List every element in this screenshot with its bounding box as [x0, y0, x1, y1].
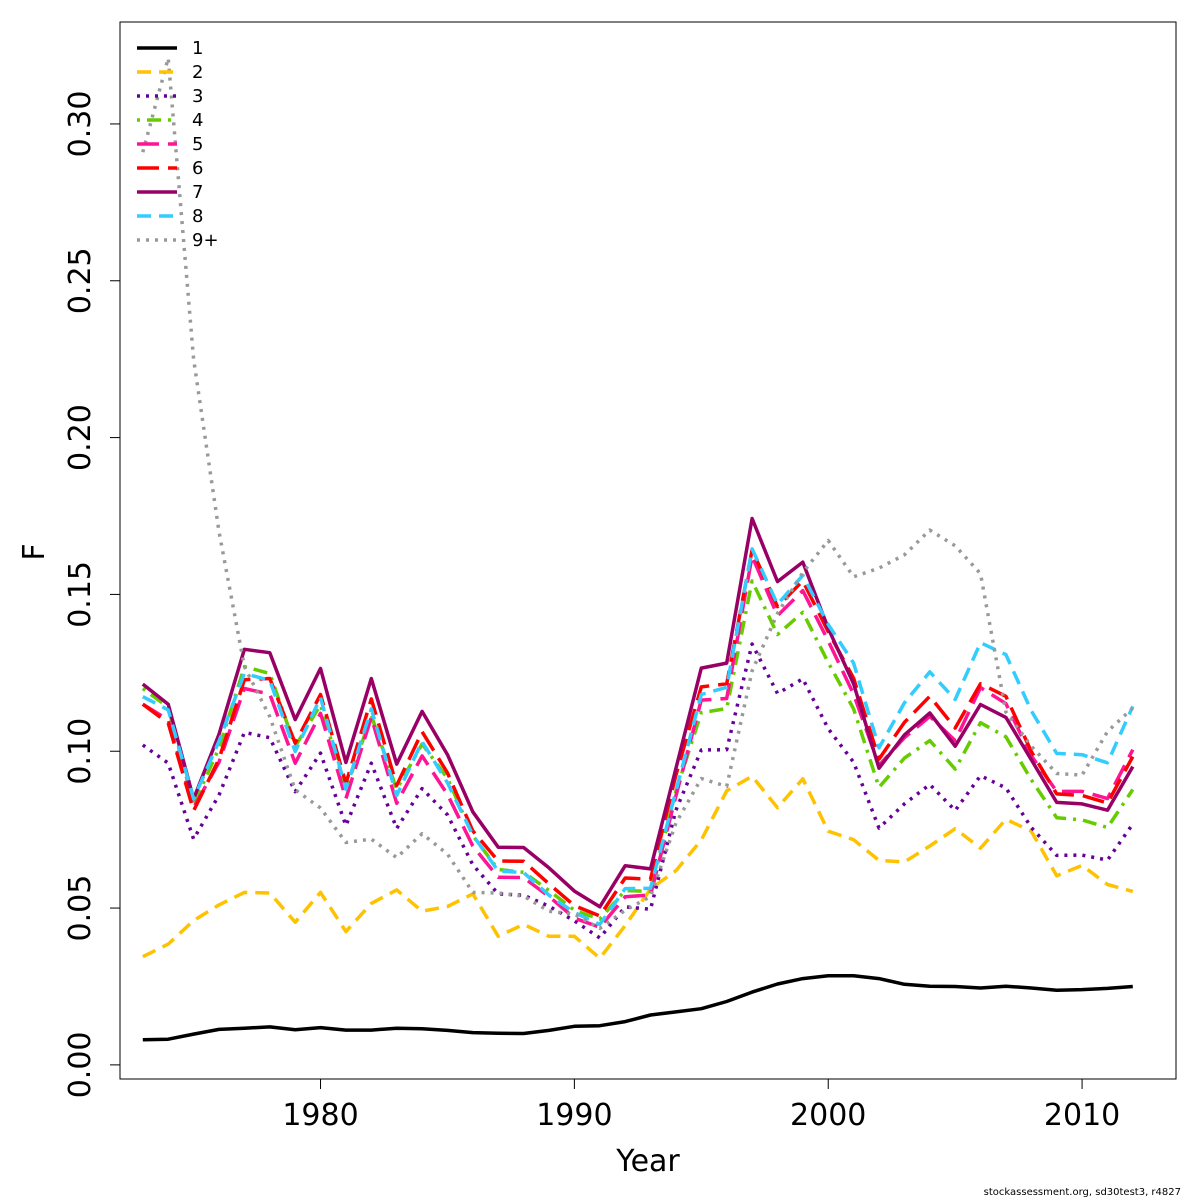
y-tick-label: 0.25: [63, 247, 98, 314]
legend-label: 4: [192, 110, 203, 131]
series-line-9plus: [141, 56, 1134, 931]
series-line-4: [141, 579, 1135, 921]
y-tick-label: 0.10: [63, 718, 98, 785]
series-line-8: [141, 547, 1135, 927]
legend: 1 2 3 4 5 6 7 8 9+: [137, 38, 219, 251]
series-line-6: [141, 548, 1135, 918]
y-tick-label: 0.00: [63, 1031, 98, 1098]
series-layer: [141, 56, 1135, 1042]
legend-label: 6: [192, 158, 203, 179]
x-axis-title: Year: [615, 1144, 680, 1179]
x-axis: 1980 1990 2000 2010: [282, 1079, 1120, 1133]
x-tick-label: 2000: [790, 1098, 866, 1133]
plot-frame: [119, 21, 1177, 1080]
x-tick-label: 2010: [1044, 1098, 1120, 1133]
series-line-1: [142, 974, 1133, 1042]
legend-label: 5: [192, 134, 203, 155]
series-line-2: [142, 774, 1134, 960]
y-tick-label: 0.20: [63, 404, 98, 471]
y-axis-title: F: [17, 543, 52, 560]
series-line-3: [141, 642, 1135, 940]
legend-label: 8: [192, 206, 203, 227]
legend-label: 3: [192, 86, 203, 107]
x-tick-label: 1990: [536, 1098, 612, 1133]
y-tick-label: 0.30: [63, 91, 98, 158]
y-tick-label: 0.15: [63, 561, 98, 628]
legend-label: 9+: [192, 230, 219, 251]
y-tick-label: 0.05: [63, 875, 98, 942]
series-line-5: [141, 554, 1135, 929]
footer-text: stockassessment.org, sd30test3, r4827: [984, 1187, 1181, 1198]
legend-label: 7: [192, 182, 203, 203]
series-line-7: [141, 516, 1135, 909]
y-axis: 0.00 0.05 0.10 0.15 0.20 0.25 0.30: [63, 91, 120, 1098]
legend-label: 2: [192, 62, 203, 83]
legend-label: 1: [192, 38, 203, 59]
x-tick-label: 1980: [282, 1098, 358, 1133]
